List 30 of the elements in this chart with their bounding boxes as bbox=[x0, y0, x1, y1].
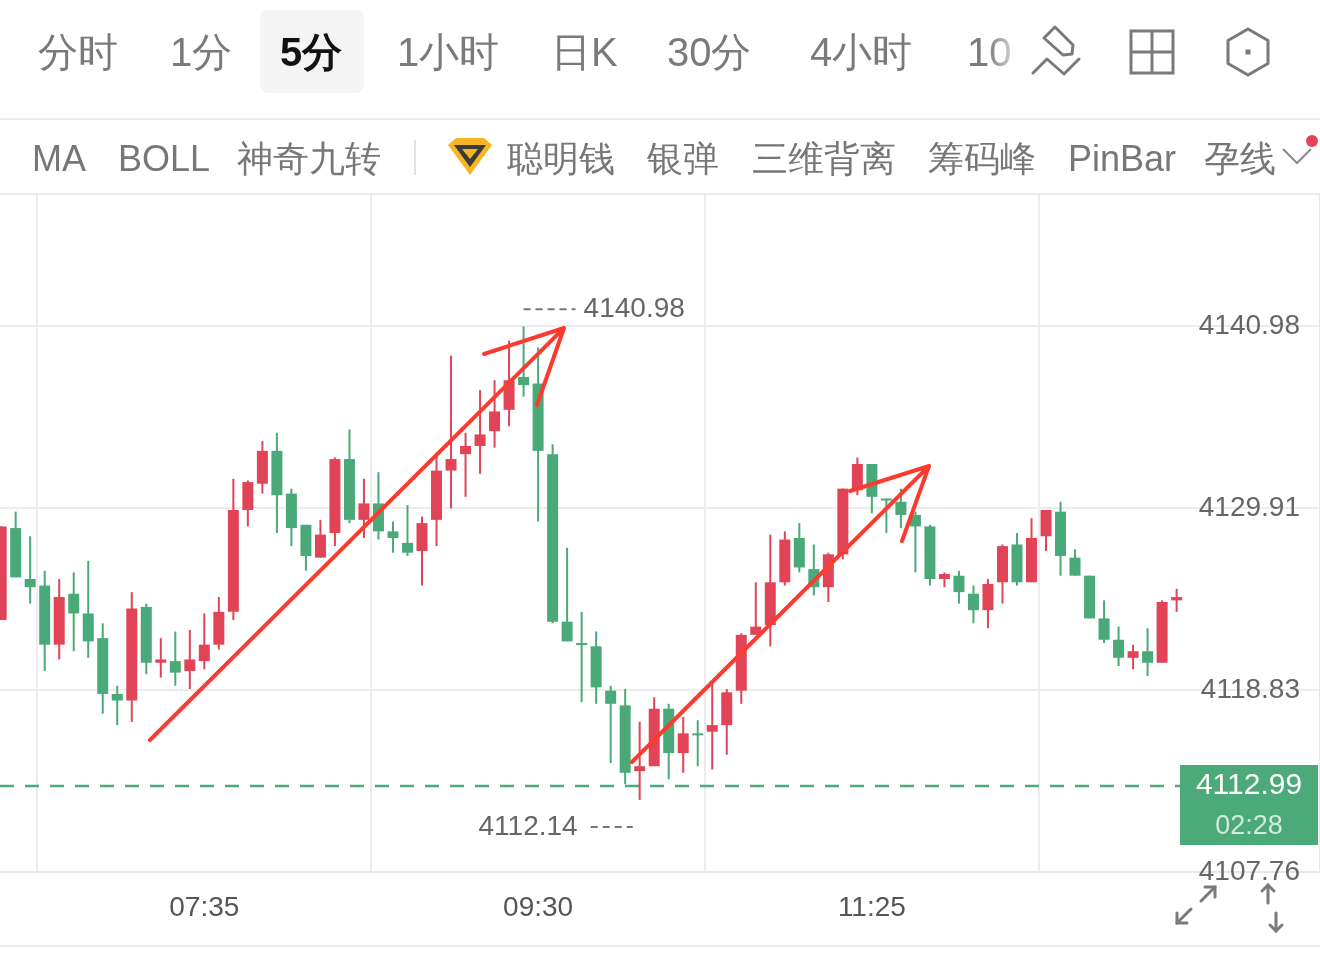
ref-line-label: 4112.99 02:28 bbox=[1195, 767, 1303, 840]
text: 1小时 bbox=[397, 29, 500, 76]
y-tick-label: 4118.83 bbox=[1200, 672, 1300, 704]
text: 神奇九转 bbox=[237, 137, 381, 180]
text: MA bbox=[32, 137, 86, 180]
y-tick-label: 4129.91 bbox=[1198, 490, 1300, 522]
text: BOLL bbox=[118, 137, 211, 180]
y-tick-label: 4107.76 bbox=[1198, 854, 1300, 886]
text: 5分 bbox=[280, 29, 343, 76]
text: 4小时 bbox=[810, 29, 913, 76]
text: 30分 bbox=[667, 29, 752, 76]
annotation: 4112.14 bbox=[478, 809, 578, 841]
candlestick bbox=[692, 720, 704, 767]
x-tick-label: 09:30 bbox=[503, 890, 574, 922]
x-tick-label: 07:35 bbox=[169, 890, 240, 922]
text: 分时 bbox=[38, 29, 118, 76]
text: 三维背离 bbox=[752, 137, 896, 180]
y-tick-label: 4140.98 bbox=[1198, 309, 1300, 341]
text: 银弹 bbox=[647, 137, 719, 180]
annotation: 4140.98 bbox=[583, 292, 685, 324]
x-tick-label: 11:25 bbox=[837, 890, 906, 922]
text: 筹码峰 bbox=[928, 137, 1036, 180]
text: 1分 bbox=[170, 29, 233, 76]
candlestick bbox=[155, 638, 167, 678]
text: 聪明钱 bbox=[507, 137, 615, 180]
text: 日K bbox=[551, 29, 618, 76]
text: 孕线 bbox=[1204, 137, 1276, 180]
candlestick bbox=[576, 611, 588, 703]
text: PinBar bbox=[1068, 137, 1177, 180]
text: 10 bbox=[967, 29, 1012, 76]
